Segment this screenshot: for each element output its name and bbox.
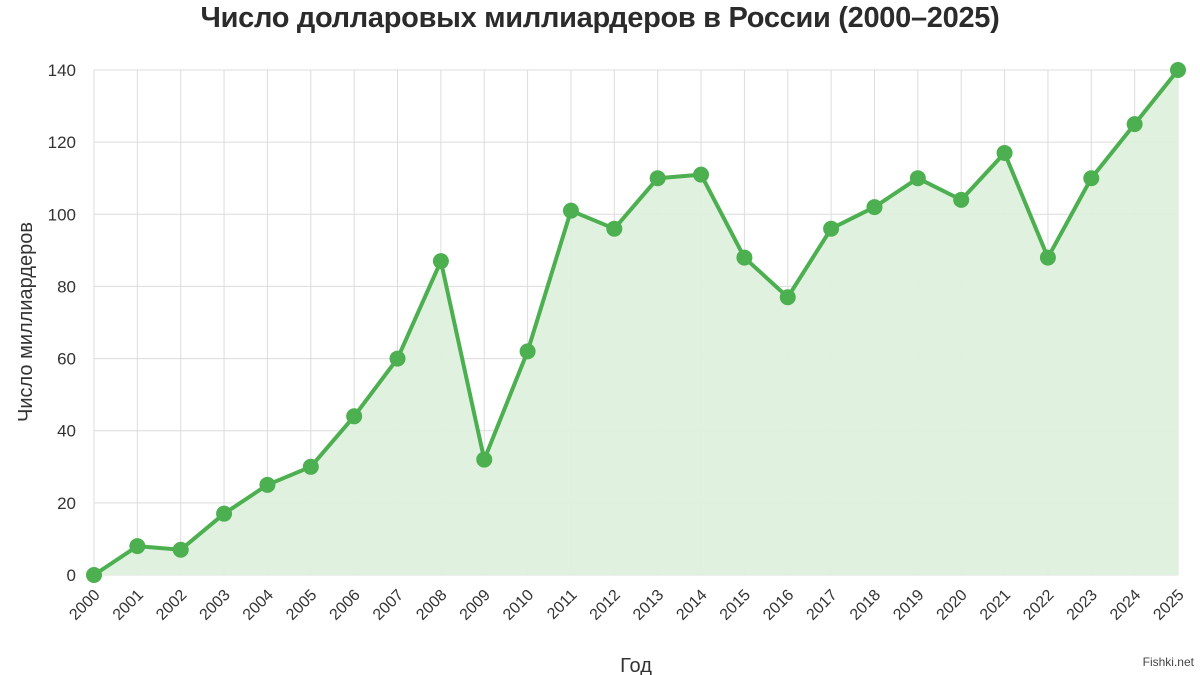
x-tick-label: 2007: [370, 587, 407, 624]
x-tick-label: 2003: [197, 587, 234, 624]
data-point-2001: [129, 538, 146, 555]
x-tick-label: 2018: [847, 587, 884, 624]
data-point-2024: [1126, 116, 1143, 133]
x-tick-label: 2020: [934, 587, 971, 624]
x-tick-label: 2012: [587, 587, 624, 624]
x-tick-label: 2013: [630, 587, 667, 624]
data-point-2018: [866, 199, 883, 216]
data-point-2025: [1170, 62, 1186, 78]
data-point-2023: [1083, 170, 1100, 187]
x-tick-label: 2014: [673, 587, 710, 624]
data-point-2021: [996, 144, 1013, 161]
area-fill: [94, 70, 1178, 575]
x-tick-label: 2016: [760, 587, 797, 624]
y-tick-label: 0: [67, 566, 76, 585]
x-tick-label: 2017: [804, 587, 841, 624]
x-tick-label: 2025: [1150, 587, 1187, 624]
x-tick-label: 2000: [66, 587, 103, 624]
x-tick-label: 2022: [1020, 587, 1057, 624]
x-axis-label: Год: [620, 655, 652, 675]
y-tick-label: 100: [48, 205, 76, 224]
data-point-2020: [953, 191, 970, 208]
data-point-2004: [259, 476, 276, 493]
x-tick-label: 2009: [457, 587, 494, 624]
y-tick-label: 20: [57, 494, 76, 513]
data-point-2017: [823, 220, 840, 237]
data-point-2009: [476, 451, 493, 468]
data-points: [86, 62, 1186, 583]
data-point-2005: [302, 458, 319, 475]
data-point-2003: [216, 505, 233, 522]
y-axis-label: Число миллиардеров: [15, 222, 37, 422]
x-tick-label: 2019: [890, 587, 927, 624]
x-tick-label: 2006: [327, 587, 364, 624]
data-point-2013: [649, 170, 666, 187]
data-point-2006: [346, 408, 363, 425]
y-tick-label: 60: [57, 350, 76, 369]
data-point-2007: [389, 350, 406, 367]
data-point-2000: [86, 567, 102, 583]
y-tick-label: 40: [57, 422, 76, 441]
y-tick-label: 80: [57, 277, 76, 296]
data-point-2016: [779, 289, 796, 306]
x-tick-label: 2005: [283, 587, 320, 624]
data-point-2014: [693, 166, 710, 183]
y-tick-label: 140: [48, 61, 76, 80]
x-tick-label: 2024: [1107, 587, 1144, 624]
data-point-2002: [172, 541, 189, 558]
data-point-2012: [606, 220, 623, 237]
x-tick-label: 2002: [153, 587, 190, 624]
x-tick-label: 2023: [1064, 587, 1101, 624]
x-tick-label: 2011: [544, 587, 580, 623]
data-point-2019: [909, 170, 926, 187]
x-tick-label: 2015: [717, 587, 754, 624]
data-point-2008: [432, 253, 449, 270]
data-point-2022: [1039, 249, 1056, 266]
watermark: Fishki.net: [1142, 655, 1194, 669]
data-point-2010: [519, 343, 536, 360]
x-tick-label: 2010: [500, 587, 537, 624]
y-tick-label: 120: [48, 133, 76, 152]
x-tick-label: 2008: [413, 587, 450, 624]
x-tick-label: 2004: [240, 587, 277, 624]
y-axis-ticks: 0 20 40 60 80 100 120 140: [48, 61, 76, 585]
x-tick-label: 2001: [110, 587, 147, 624]
x-axis-ticks: 2000 2001 2002 2003 2004 2005 2006 2007 2008 2009…: [66, 587, 1187, 624]
x-tick-label: 2021: [977, 587, 1014, 624]
data-point-2015: [736, 249, 753, 266]
data-point-2011: [562, 202, 579, 219]
chart-title: Число долларовых миллиардеров в России (…: [200, 2, 1000, 34]
